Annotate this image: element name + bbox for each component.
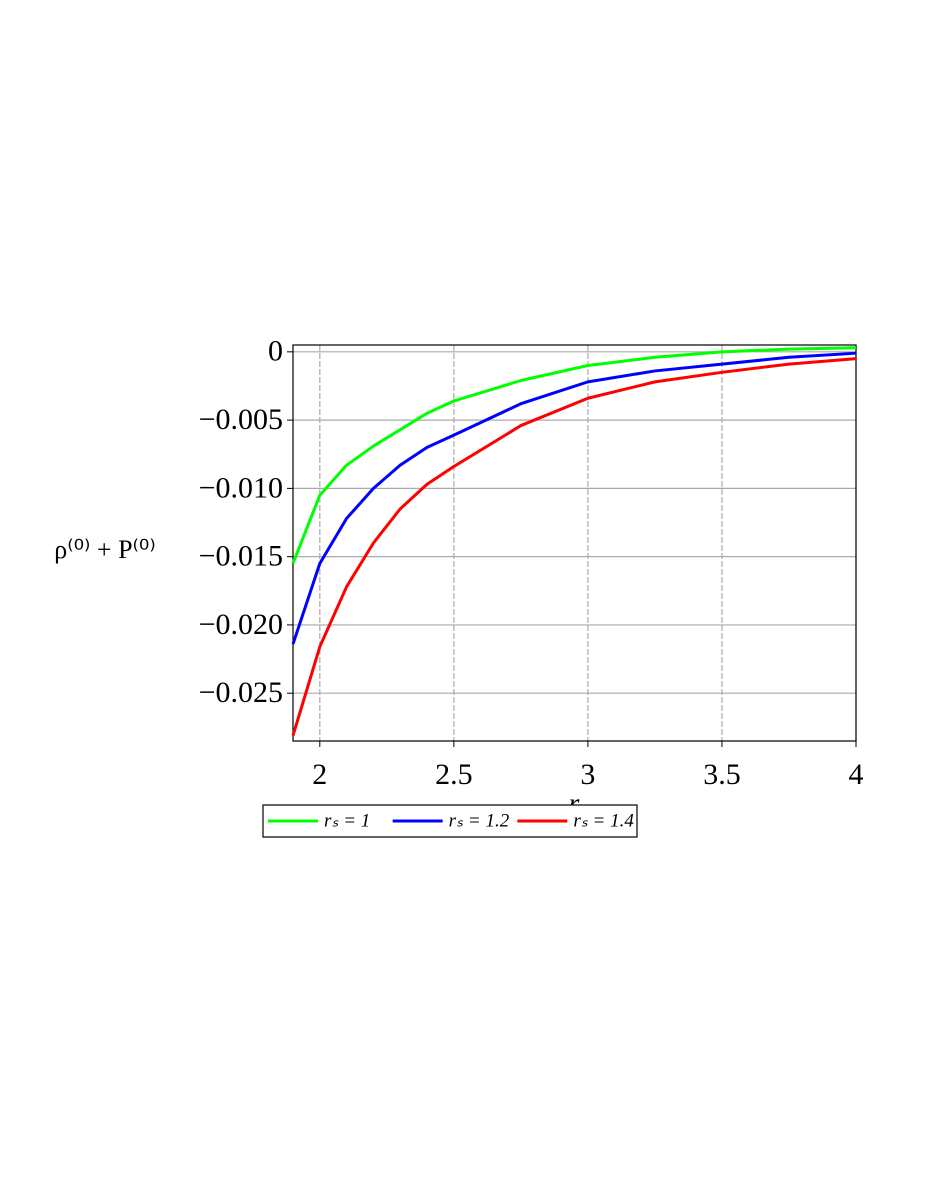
x-tick-label: 4 xyxy=(849,758,864,791)
legend-box xyxy=(262,804,638,838)
y-tick-label: −0.025 xyxy=(199,676,283,709)
y-tick-label: 0 xyxy=(268,335,283,368)
y-tick-label: −0.015 xyxy=(199,540,283,573)
y-axis-label: ρ⁽⁰⁾ + P⁽⁰⁾ xyxy=(54,535,156,564)
y-tick-label: −0.010 xyxy=(199,471,283,504)
plot-frame xyxy=(292,344,857,742)
y-tick-label: −0.005 xyxy=(199,403,283,436)
x-axis-label: r xyxy=(569,788,580,819)
legend-label: rₛ = 1.4 xyxy=(573,810,634,831)
legend-label: rₛ = 1.2 xyxy=(449,810,510,831)
x-tick-label: 3.5 xyxy=(703,758,741,791)
y-tick-label: −0.020 xyxy=(199,608,283,641)
legend-label: rₛ = 1 xyxy=(324,810,370,831)
series-line xyxy=(291,346,857,565)
series-line xyxy=(291,351,857,645)
series-line xyxy=(291,357,857,736)
x-tick-label: 2 xyxy=(312,758,327,791)
x-tick-label: 3 xyxy=(580,758,595,791)
x-tick-label: 2.5 xyxy=(435,758,473,791)
